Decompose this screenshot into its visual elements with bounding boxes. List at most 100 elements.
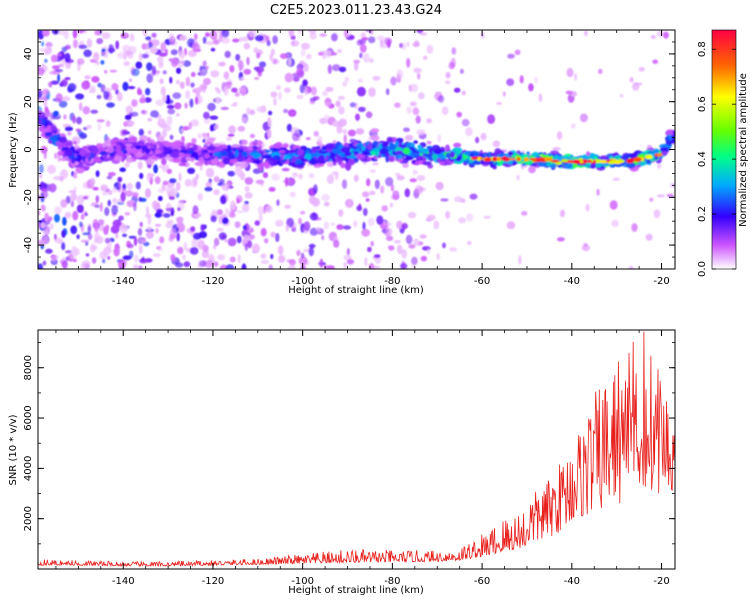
heatmap-cell: [57, 150, 64, 156]
heatmap-cell: [288, 57, 292, 67]
heatmap-cell: [110, 225, 120, 234]
heatmap-cell: [244, 192, 253, 199]
snr-panel: -140 -120 -100 -80 -60 -40 -20 2000 4000 6000 800…: [8, 329, 676, 596]
heatmap-cell: [389, 202, 393, 208]
heatmap-cell: [251, 146, 259, 149]
heatmap-cell: [44, 212, 49, 222]
heatmap-cell: [216, 89, 221, 94]
heatmap-cell: [223, 71, 230, 80]
heatmap-cell: [227, 170, 236, 177]
heatmap-cell: [202, 138, 206, 143]
heatmap-cell: [60, 79, 68, 87]
heatmap-cell: [198, 260, 207, 267]
heatmap-cell: [56, 53, 62, 57]
heatmap-cell: [151, 32, 157, 38]
heatmap-cell: [329, 154, 335, 160]
heatmap-cell: [246, 56, 250, 66]
heatmap-cell: [321, 194, 330, 202]
heatmap-cell: [192, 232, 202, 240]
heatmap-cell: [331, 64, 341, 72]
heatmap-cell: [308, 246, 314, 257]
colorbar-tick-label: 0.2: [697, 206, 708, 222]
colorbar-tick-label: 0.8: [697, 41, 708, 57]
heatmap-cell: [139, 221, 143, 227]
heatmap-cell: [119, 143, 125, 148]
heatmap-cell: [395, 150, 404, 155]
heatmap-cell: [158, 62, 164, 69]
heatmap-cell: [173, 140, 182, 148]
heatmap-cell: [373, 254, 381, 258]
heatmap-cell: [404, 134, 414, 141]
heatmap-cell: [232, 38, 240, 43]
heatmap-cell: [72, 115, 76, 124]
heatmap-cell: [185, 90, 191, 100]
heatmap-cell: [146, 172, 152, 183]
heatmap-cell: [192, 205, 199, 215]
heatmap-cell: [453, 87, 461, 93]
heatmap-cell: [82, 195, 89, 200]
heatmap-cell: [207, 145, 216, 151]
heatmap-hotspot: [544, 157, 553, 162]
heatmap-cell: [44, 106, 49, 113]
y-tick-label: 20: [23, 95, 34, 108]
heatmap-cell: [353, 174, 359, 182]
heatmap-cell: [519, 75, 524, 84]
heatmap-cell: [50, 258, 58, 266]
heatmap-cell: [649, 197, 654, 202]
heatmap-cell: [146, 226, 153, 231]
heatmap-cell: [64, 126, 73, 132]
colorbar-gradient: [711, 29, 737, 270]
heatmap-cell: [249, 133, 256, 139]
heatmap-cell: [38, 67, 45, 76]
heatmap-cell: [347, 158, 356, 166]
heatmap-cell: [40, 188, 48, 192]
heatmap-cell: [313, 184, 318, 194]
heatmap-cell: [287, 265, 296, 269]
heatmap-cell: [368, 58, 374, 63]
heatmap-cell: [155, 99, 165, 106]
heatmap-cell: [612, 177, 620, 181]
heatmap-cell: [258, 213, 263, 223]
heatmap-cell: [441, 106, 449, 116]
heatmap-cell: [111, 83, 119, 91]
heatmap-cell: [225, 136, 232, 142]
heatmap-cell: [265, 204, 273, 213]
heatmap-cell: [109, 69, 117, 73]
heatmap-cell: [96, 94, 102, 100]
heatmap-cell: [400, 262, 408, 269]
heatmap-cell: [253, 47, 259, 54]
spectrogram-y-ticks: -40 -20 0 20 40: [23, 29, 675, 270]
heatmap-cell: [48, 183, 57, 193]
heatmap-cell: [252, 152, 262, 159]
heatmap-cell: [210, 70, 220, 78]
heatmap-cell: [205, 32, 210, 38]
x-tick-label: -60: [474, 576, 490, 587]
heatmap-cell: [87, 225, 92, 235]
heatmap-cell: [125, 190, 133, 197]
heatmap-cell: [244, 186, 250, 192]
heatmap-cell: [189, 247, 199, 255]
heatmap-cell: [216, 209, 223, 216]
heatmap-cell: [445, 210, 450, 219]
heatmap-cell: [638, 66, 645, 72]
heatmap-cell: [197, 193, 204, 201]
heatmap-cell: [144, 148, 151, 155]
heatmap-cell: [202, 132, 207, 137]
heatmap-cell: [147, 215, 152, 225]
heatmap-cell: [297, 148, 305, 156]
heatmap-cell: [370, 128, 380, 133]
heatmap-cell: [323, 221, 329, 230]
heatmap-cell: [190, 226, 196, 232]
heatmap-cell: [437, 134, 442, 143]
heatmap-cell: [101, 50, 106, 57]
heatmap-cell: [218, 61, 226, 67]
heatmap-cell: [319, 33, 327, 37]
heatmap-cell: [342, 225, 352, 230]
spectrogram-panel: -140 -120 -100 -80 -60 -40 -20 -40 -20 0 20 40 Hei…: [8, 29, 676, 296]
heatmap-cell: [170, 49, 178, 56]
heatmap-cell: [296, 249, 301, 257]
heatmap-cell: [277, 245, 284, 256]
heatmap-cell: [220, 195, 227, 205]
heatmap-cell: [318, 154, 325, 163]
heatmap-cell: [368, 87, 376, 97]
